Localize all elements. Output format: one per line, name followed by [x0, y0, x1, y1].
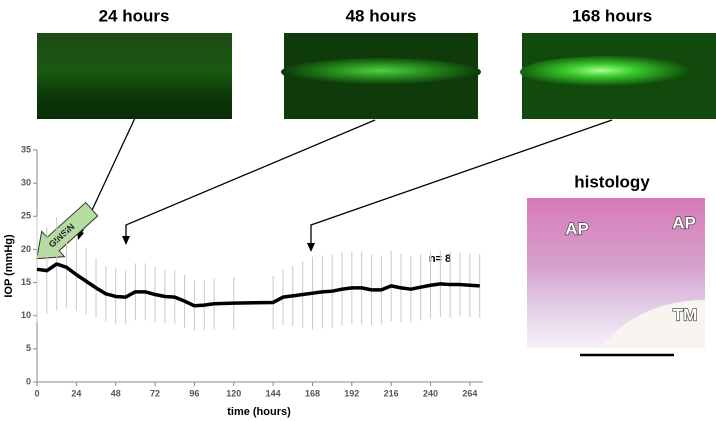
histology-lumen — [600, 300, 705, 348]
x-tick-label: 264 — [462, 388, 477, 398]
fluorescence-band — [281, 58, 481, 86]
x-tick-label: 216 — [384, 388, 399, 398]
x-tick-label: 168 — [305, 388, 320, 398]
x-tick-label: 240 — [423, 388, 438, 398]
fluorescence-image — [37, 33, 232, 119]
histology-label: TM — [673, 305, 698, 324]
y-tick-label: 5 — [26, 343, 31, 353]
x-tick-label: 48 — [111, 388, 121, 398]
data-line — [36, 262, 480, 308]
panel-label: 48 hours — [346, 6, 417, 25]
y-axis-label: IOP (mmHg) — [3, 234, 15, 298]
y-tick-label: 35 — [21, 144, 31, 154]
panel-label: 24 hours — [99, 6, 170, 25]
x-tick-label: 0 — [34, 388, 39, 398]
fluorescence-band — [520, 56, 700, 88]
y-tick-label: 25 — [21, 211, 31, 221]
x-tick-label: 72 — [150, 388, 160, 398]
arrow-heads — [77, 230, 315, 252]
y-tick-label: 15 — [21, 277, 31, 287]
y-tick-label: 20 — [21, 244, 31, 254]
x-tick-label: 96 — [189, 388, 199, 398]
plot: 0 5 10 15 20 25 30 35 0 24 48 72 96 120 144 168 192 216 24… — [21, 144, 483, 398]
x-tick-label: 192 — [344, 388, 359, 398]
histology-title: histology — [574, 172, 650, 191]
panel-label: 168 hours — [572, 6, 652, 25]
y-tick-label: 10 — [21, 310, 31, 320]
y-tick-label: 30 — [21, 178, 31, 188]
histology-label: AP — [565, 219, 589, 238]
x-tick-label: 120 — [226, 388, 241, 398]
x-tick-label: 24 — [71, 388, 81, 398]
y-tick-label: 0 — [26, 376, 31, 386]
x-axis-label: time (hours) — [227, 406, 291, 418]
histology-label: AP — [672, 213, 696, 232]
x-tick-label: 144 — [266, 388, 281, 398]
